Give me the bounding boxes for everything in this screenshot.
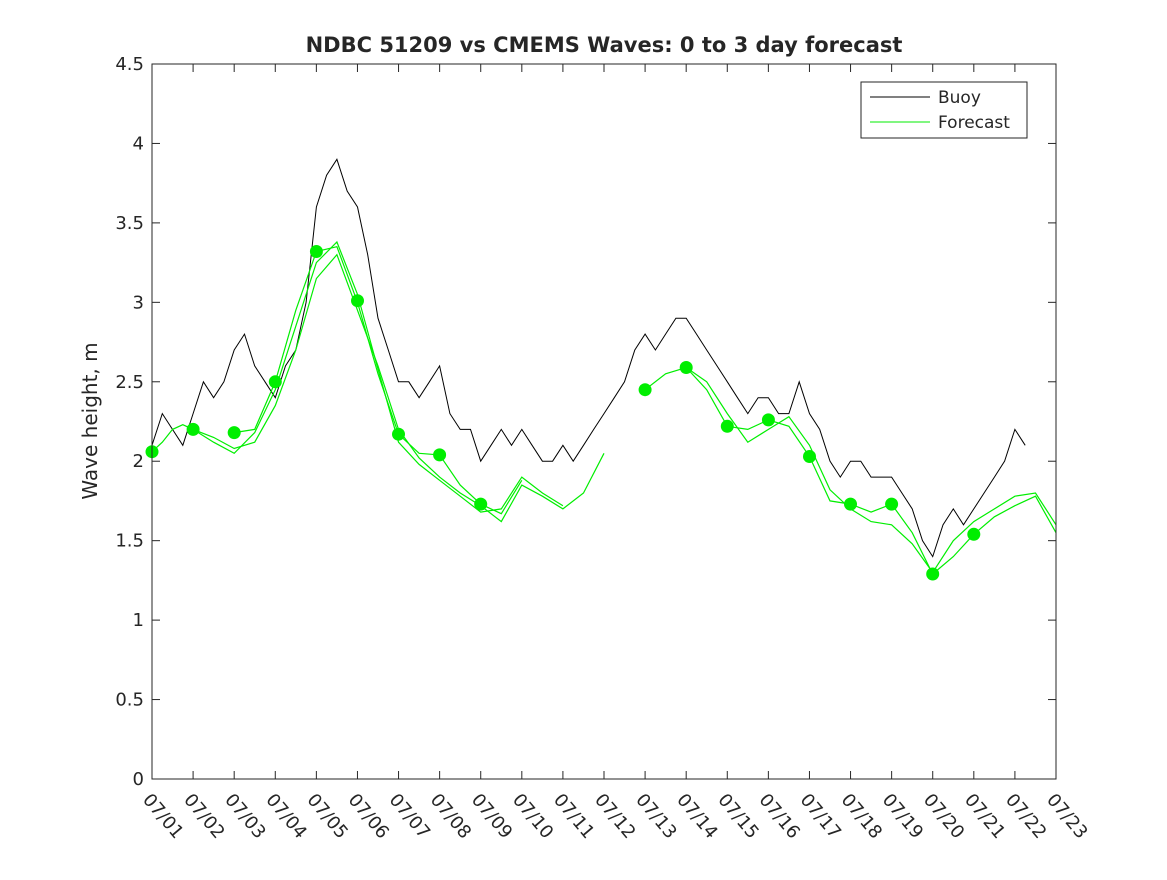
legend-box: [860, 81, 1028, 139]
forecast-point: [638, 383, 652, 397]
forecast-point: [227, 426, 241, 440]
forecast-point: [885, 497, 899, 511]
forecast-point: [720, 419, 734, 433]
y-tick-label: 4: [133, 133, 144, 154]
forecast-point: [844, 497, 857, 511]
y-tick-label: 4.5: [115, 54, 144, 75]
forecast-point: [186, 422, 200, 436]
y-tick-label: 0: [133, 769, 144, 790]
forecast-point: [392, 427, 405, 441]
legend-buoy-label: Buoy: [938, 88, 981, 108]
y-tick-label: 1: [133, 610, 144, 631]
forecast-point: [679, 361, 693, 374]
forecast-point: [309, 245, 323, 258]
y-tick-label: 2.5: [115, 372, 144, 393]
y-tick-label: 3.5: [115, 213, 144, 234]
y-axis-label: Wave height, m: [78, 342, 102, 499]
forecast-point: [803, 450, 816, 463]
forecast-point: [761, 413, 775, 427]
y-tick-label: 0.5: [115, 690, 144, 711]
forecast-series-line-5: [685, 367, 1057, 574]
forecast-point: [967, 527, 981, 541]
forecast-point: [433, 448, 447, 462]
forecast-series-line-3: [234, 245, 523, 515]
y-tick-label: 1.5: [115, 531, 144, 552]
y-tick-label: 3: [133, 292, 144, 313]
forecast-series-line-2: [192, 240, 564, 513]
forecast-point: [474, 497, 488, 511]
legend-forecast-label: Forecast: [938, 113, 1010, 133]
legend: Buoy Forecast: [860, 81, 1028, 139]
forecast-point: [926, 567, 940, 581]
chart-title: NDBC 51209 vs CMEMS Waves: 0 to 3 day fo…: [306, 33, 903, 57]
y-tick-label: 2: [133, 451, 144, 472]
forecast-point: [351, 294, 364, 308]
forecast-point: [268, 375, 282, 389]
